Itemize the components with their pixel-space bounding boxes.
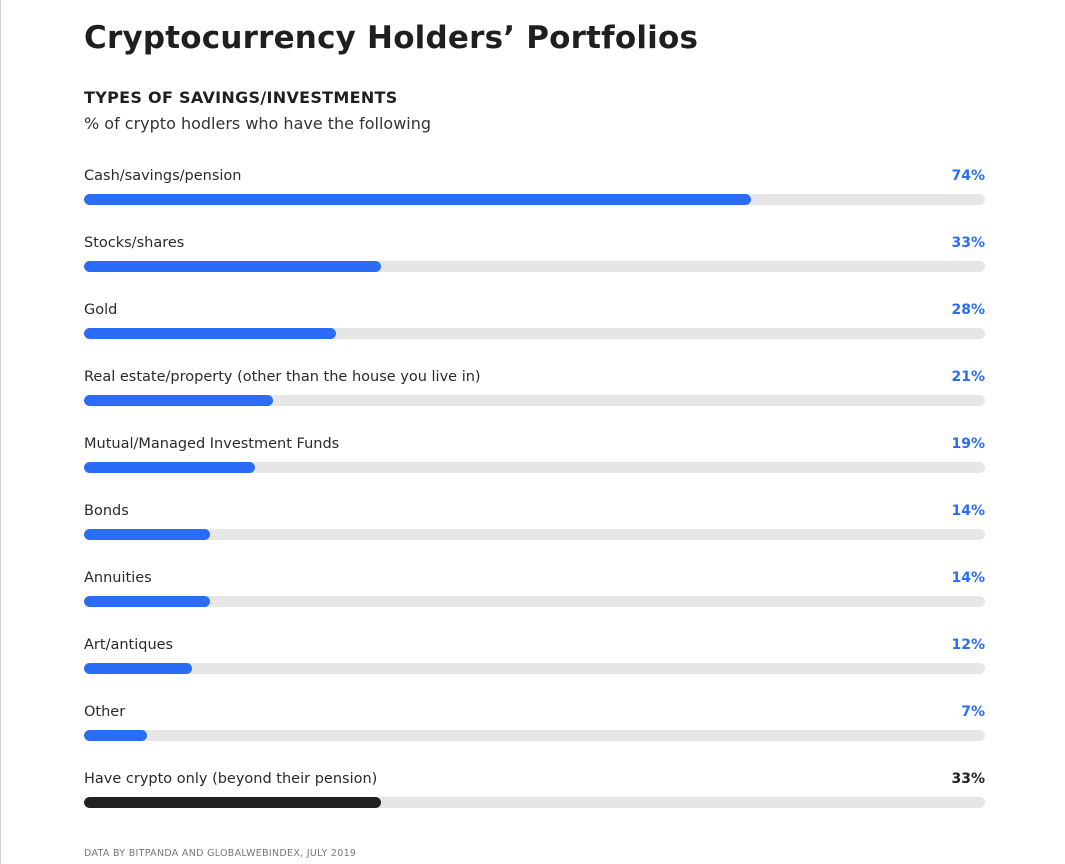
bar-row: Have crypto only (beyond their pension) 3…: [84, 769, 985, 819]
bar-row: Other 7%: [84, 702, 985, 752]
source-note: DATA BY BITPANDA AND GLOBALWEBINDEX, JUL…: [84, 848, 357, 859]
bar-fill: [84, 596, 210, 607]
bar-track: [84, 730, 985, 741]
page-title: Cryptocurrency Holders’ Portfolios: [84, 20, 699, 56]
bar-value-label: 19%: [951, 436, 985, 452]
bar-category-label: Other: [84, 704, 126, 720]
bar-fill: [84, 663, 192, 674]
bar-value-label: 7%: [961, 704, 985, 720]
bar-track: [84, 194, 985, 205]
bar-category-label: Stocks/shares: [84, 235, 185, 251]
bar-value-label: 33%: [951, 771, 985, 787]
bar-value-label: 14%: [951, 503, 985, 519]
chart-caption: % of crypto hodlers who have the followi…: [84, 114, 432, 133]
bar-track: [84, 596, 985, 607]
bar-row: Gold 28%: [84, 300, 985, 350]
bar-track: [84, 328, 985, 339]
bar-row: Stocks/shares 33%: [84, 233, 985, 283]
page-edge: [0, 0, 1, 864]
bar-value-label: 33%: [951, 235, 985, 251]
bar-fill: [84, 395, 273, 406]
bar-track: [84, 663, 985, 674]
bar-track: [84, 395, 985, 406]
bar-fill: [84, 194, 751, 205]
bar-row: Cash/savings/pension 74%: [84, 166, 985, 216]
bar-category-label: Cash/savings/pension: [84, 168, 242, 184]
bar-track: [84, 261, 985, 272]
bar-category-label: Mutual/Managed Investment Funds: [84, 436, 340, 452]
bar-row: Real estate/property (other than the hou…: [84, 367, 985, 417]
bar-category-label: Gold: [84, 302, 118, 318]
bar-fill: [84, 261, 381, 272]
chart-subtitle: TYPES OF SAVINGS/INVESTMENTS: [84, 88, 398, 107]
bar-fill: [84, 730, 147, 741]
bar-fill: [84, 797, 381, 808]
bar-category-label: Annuities: [84, 570, 152, 586]
bar-row: Bonds 14%: [84, 501, 985, 551]
bar-value-label: 14%: [951, 570, 985, 586]
bar-track: [84, 462, 985, 473]
bar-row: Art/antiques 12%: [84, 635, 985, 685]
bar-fill: [84, 328, 336, 339]
bar-category-label: Real estate/property (other than the hou…: [84, 369, 481, 385]
bar-row: Mutual/Managed Investment Funds 19%: [84, 434, 985, 484]
bar-category-label: Bonds: [84, 503, 129, 519]
bar-value-label: 28%: [951, 302, 985, 318]
bar-category-label: Art/antiques: [84, 637, 174, 653]
bar-value-label: 12%: [951, 637, 985, 653]
bar-value-label: 74%: [951, 168, 985, 184]
bar-row: Annuities 14%: [84, 568, 985, 618]
bar-track: [84, 797, 985, 808]
bar-fill: [84, 529, 210, 540]
bar-fill: [84, 462, 255, 473]
bar-value-label: 21%: [951, 369, 985, 385]
bar-track: [84, 529, 985, 540]
bar-category-label: Have crypto only (beyond their pension): [84, 771, 378, 787]
